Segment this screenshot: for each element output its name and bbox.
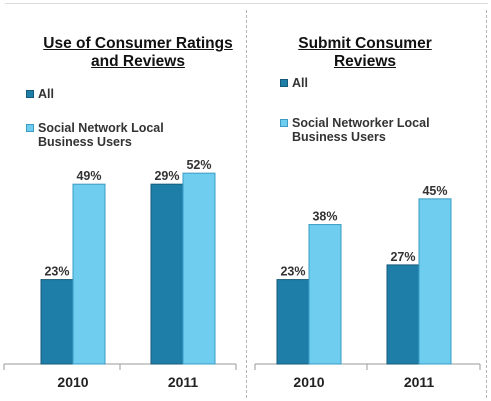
- legend-label: All: [292, 76, 308, 90]
- bar-chart-right: 23% 38% 2010 27% 45% 2011: [254, 184, 481, 390]
- legend-swatch-social: [26, 124, 34, 132]
- chart-title-right: Submit Consumer Reviews: [298, 35, 432, 70]
- bar-social: [418, 198, 452, 365]
- bar-chart-left: 23% 49% 2010 29% 52% 2011: [3, 158, 237, 390]
- right-border: [486, 10, 487, 398]
- data-label: 52%: [186, 158, 211, 172]
- x-tick-label: 2010: [57, 374, 88, 390]
- x-tick-label: 2010: [293, 374, 324, 390]
- bar-all: [150, 183, 184, 365]
- legend-item-social-left: Social Network Local Business Users: [26, 121, 221, 149]
- data-label: 23%: [280, 265, 305, 279]
- legend-label: Social Networker Local Business Users: [292, 116, 430, 144]
- legend-label: Social Network Local Business Users: [38, 121, 164, 149]
- bar-all: [276, 279, 310, 365]
- data-label: 29%: [154, 169, 179, 183]
- legend-swatch-all: [26, 90, 34, 98]
- data-label: 49%: [76, 169, 101, 183]
- legend-item-all-right: All: [280, 76, 308, 90]
- bar-social: [182, 172, 216, 365]
- panel-divider: [246, 10, 247, 398]
- legend-item-social-right: Social Networker Local Business Users: [280, 116, 480, 144]
- top-divider: [5, 3, 488, 4]
- legend-label: All: [38, 87, 54, 101]
- legend-swatch-social: [280, 119, 288, 127]
- data-label: 38%: [312, 210, 337, 224]
- bar-all: [40, 279, 74, 365]
- bar-all: [386, 264, 420, 365]
- data-label: 45%: [422, 184, 447, 198]
- x-tick-label: 2011: [404, 374, 435, 390]
- chart-title-left: Use of Consumer Ratings and Reviews: [43, 35, 233, 70]
- data-label: 23%: [44, 265, 69, 279]
- legend-item-all-left: All: [26, 87, 54, 101]
- x-tick-label: 2011: [168, 374, 199, 390]
- data-label: 27%: [390, 250, 415, 264]
- legend-swatch-all: [280, 79, 288, 87]
- bar-social: [72, 183, 106, 365]
- bar-social: [308, 224, 342, 365]
